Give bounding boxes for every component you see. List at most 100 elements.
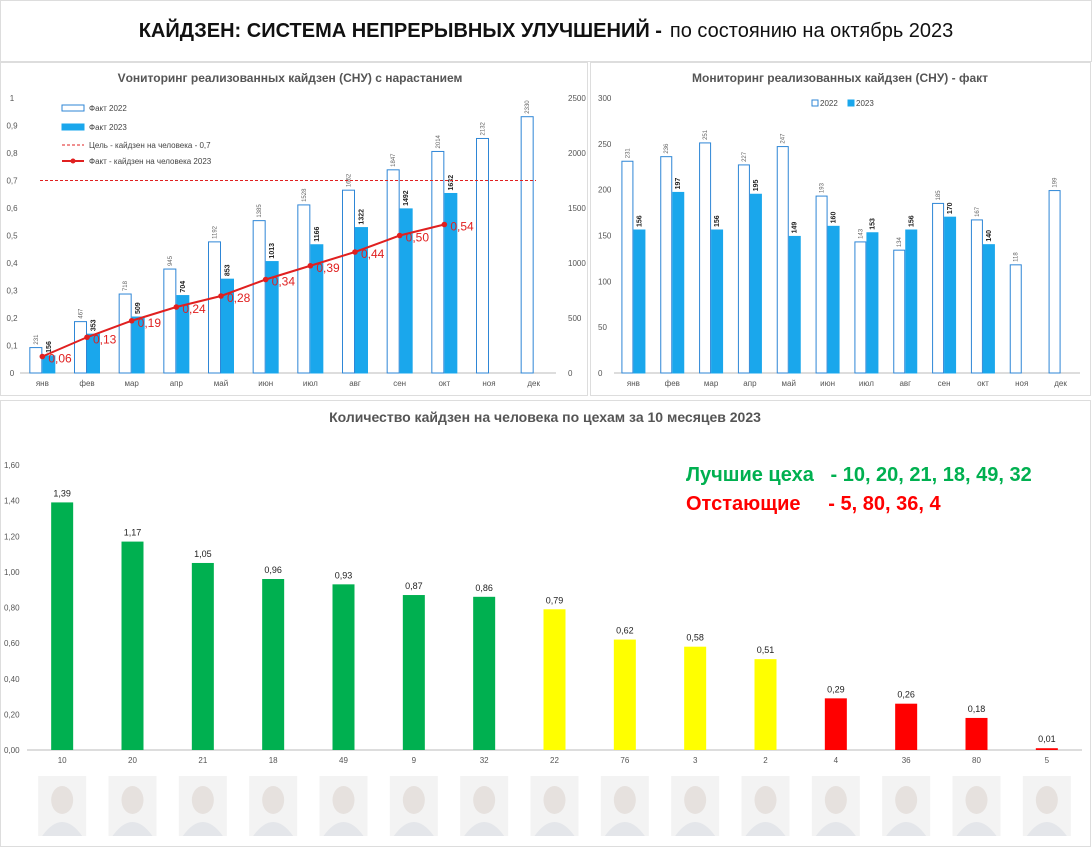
x-tick-label: мар bbox=[704, 379, 719, 388]
y-tick-label: 500 bbox=[568, 314, 582, 323]
annotation: Отстающие - 5, 80, 36, 4 bbox=[686, 493, 941, 515]
photo bbox=[402, 786, 425, 814]
data-label: 0,19 bbox=[138, 316, 162, 330]
bar bbox=[672, 191, 685, 374]
x-tick-label: 3 bbox=[693, 756, 698, 765]
bar bbox=[476, 137, 489, 374]
x-tick-label: июл bbox=[303, 379, 318, 388]
data-label: 0,54 bbox=[450, 220, 474, 234]
data-label: 0,44 bbox=[361, 247, 385, 261]
y-tick-label: 1,40 bbox=[4, 497, 20, 506]
bar bbox=[788, 235, 801, 374]
bar bbox=[355, 227, 368, 374]
x-tick-label: май bbox=[214, 379, 228, 388]
bar bbox=[827, 225, 840, 374]
data-label: 0,50 bbox=[406, 231, 430, 245]
photo bbox=[464, 822, 505, 836]
data-label: 1322 bbox=[359, 209, 366, 225]
x-tick-label: 18 bbox=[269, 756, 278, 765]
y-tick-label: 0,60 bbox=[4, 639, 20, 648]
legend-swatch bbox=[61, 104, 85, 112]
x-tick-label: 20 bbox=[128, 756, 137, 765]
photo bbox=[675, 822, 716, 836]
y-tick-label: 0,20 bbox=[4, 710, 20, 719]
bar bbox=[699, 142, 712, 374]
x-tick-label: авг bbox=[349, 379, 361, 388]
bar bbox=[342, 189, 355, 374]
photo bbox=[754, 786, 777, 814]
chart-title: Мониторинг реализованных кайдзен (СНУ) -… bbox=[692, 71, 988, 85]
bar bbox=[431, 150, 445, 374]
y-tick-label: 0,9 bbox=[6, 122, 18, 131]
y-tick-label: 0,80 bbox=[4, 604, 20, 613]
photo bbox=[534, 822, 575, 836]
data-label: 1632 bbox=[448, 175, 455, 191]
bar bbox=[208, 241, 221, 374]
photo bbox=[42, 822, 83, 836]
bar bbox=[711, 229, 724, 374]
data-label: 231 bbox=[34, 334, 40, 345]
y-tick-label: 0,3 bbox=[6, 287, 18, 296]
bar bbox=[893, 249, 906, 374]
data-label: 1,05 bbox=[194, 549, 212, 559]
data-label: 704 bbox=[180, 281, 187, 293]
data-label: 0,06 bbox=[48, 352, 72, 366]
x-tick-label: 76 bbox=[620, 756, 629, 765]
data-label: 231 bbox=[625, 148, 631, 159]
bar bbox=[74, 321, 87, 374]
x-tick-label: дек bbox=[1054, 379, 1067, 388]
bar bbox=[684, 646, 707, 750]
x-tick-label: янв bbox=[36, 379, 49, 388]
data-label: 718 bbox=[123, 280, 129, 291]
bar bbox=[905, 229, 918, 374]
y-tick-label: 0,7 bbox=[6, 177, 18, 186]
bar bbox=[399, 208, 413, 374]
photo bbox=[323, 822, 364, 836]
x-tick-label: 9 bbox=[412, 756, 417, 765]
bar bbox=[444, 192, 458, 374]
legend-swatch bbox=[61, 123, 85, 131]
photo bbox=[745, 822, 786, 836]
photo bbox=[473, 786, 496, 814]
bar bbox=[660, 156, 673, 374]
data-label: 1,39 bbox=[53, 488, 71, 498]
data-label: 0,93 bbox=[335, 570, 353, 580]
y-tick-label: 2500 bbox=[568, 94, 586, 103]
x-tick-label: 5 bbox=[1045, 756, 1050, 765]
line-point bbox=[39, 353, 46, 360]
line-point bbox=[396, 232, 403, 239]
x-tick-label: апр bbox=[170, 379, 184, 388]
y-tick-label: 1 bbox=[10, 94, 15, 103]
bar bbox=[332, 584, 355, 750]
panel bbox=[0, 62, 588, 396]
data-label: 0,34 bbox=[272, 275, 296, 289]
bar bbox=[854, 241, 867, 374]
x-tick-label: июн bbox=[258, 379, 273, 388]
bar bbox=[176, 295, 190, 374]
data-label: 2014 bbox=[436, 134, 442, 148]
y-tick-label: 0 bbox=[598, 369, 603, 378]
photo bbox=[613, 786, 636, 814]
x-tick-label: 2 bbox=[763, 756, 768, 765]
header: КАЙДЗЕН: СИСТЕМА НЕПРЕРЫВНЫХ УЛУЧШЕНИЙ -… bbox=[0, 0, 1092, 62]
bar bbox=[51, 502, 74, 750]
y-tick-label: 0,00 bbox=[4, 746, 20, 755]
x-tick-label: 22 bbox=[550, 756, 559, 765]
line bbox=[41, 223, 445, 358]
photo bbox=[262, 786, 285, 814]
data-label: 1385 bbox=[257, 204, 263, 218]
x-tick-label: апр bbox=[743, 379, 757, 388]
y-tick-label: 0,4 bbox=[6, 259, 18, 268]
chart-title: Vониторинг реализованных кайдзен (СНУ) с… bbox=[118, 71, 463, 85]
line-point bbox=[218, 293, 224, 299]
data-label: 197 bbox=[675, 178, 682, 190]
data-label: 251 bbox=[703, 129, 709, 140]
data-label: 167 bbox=[975, 206, 981, 217]
bar bbox=[1048, 190, 1061, 374]
data-label: 0,26 bbox=[897, 690, 915, 700]
bar bbox=[118, 293, 132, 374]
bar bbox=[252, 220, 266, 374]
legend-label: Факт - кайдзен на человека 2023 bbox=[89, 157, 212, 166]
